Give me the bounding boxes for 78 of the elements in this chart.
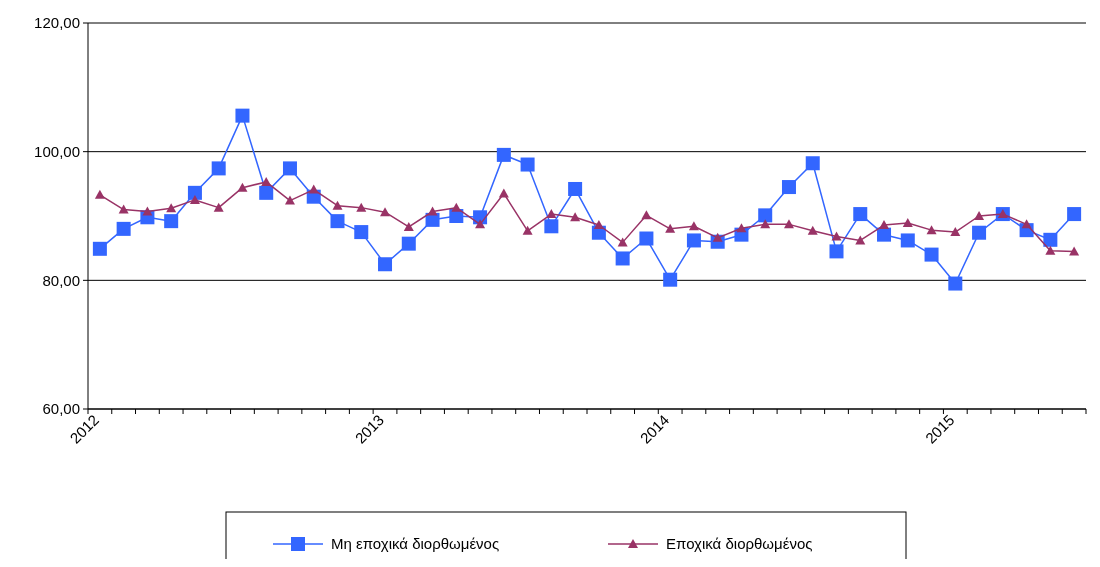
point bbox=[760, 219, 771, 229]
point bbox=[639, 231, 654, 246]
point bbox=[900, 233, 915, 248]
point bbox=[213, 202, 224, 212]
point bbox=[520, 157, 535, 172]
point bbox=[1069, 246, 1080, 256]
point bbox=[142, 206, 153, 216]
point bbox=[663, 272, 678, 287]
point bbox=[593, 220, 604, 230]
point bbox=[92, 241, 107, 256]
point bbox=[877, 227, 892, 242]
point bbox=[807, 225, 818, 235]
point bbox=[354, 225, 369, 240]
point bbox=[259, 185, 274, 200]
point bbox=[164, 214, 179, 229]
point bbox=[332, 200, 343, 210]
point bbox=[284, 195, 295, 205]
point bbox=[451, 202, 462, 212]
point bbox=[641, 210, 652, 220]
point bbox=[783, 219, 794, 229]
point bbox=[688, 221, 699, 231]
point bbox=[972, 225, 987, 240]
point bbox=[522, 225, 533, 235]
point bbox=[781, 180, 796, 195]
point bbox=[237, 182, 248, 192]
point bbox=[261, 176, 272, 186]
point bbox=[356, 202, 367, 212]
point bbox=[378, 257, 393, 272]
legend-label: Μη εποχικά διορθωμένος bbox=[331, 535, 500, 553]
point bbox=[950, 227, 961, 237]
point bbox=[308, 184, 319, 194]
point bbox=[855, 235, 866, 245]
point bbox=[758, 208, 773, 223]
point bbox=[1021, 219, 1032, 229]
point bbox=[665, 223, 676, 233]
point bbox=[924, 247, 939, 262]
y-tick-label: 100,00 bbox=[34, 142, 80, 160]
point bbox=[498, 188, 509, 198]
point bbox=[116, 221, 131, 236]
point bbox=[211, 161, 226, 176]
point bbox=[282, 161, 297, 176]
point bbox=[118, 204, 129, 214]
point bbox=[401, 236, 416, 251]
point bbox=[617, 237, 628, 247]
point bbox=[902, 218, 913, 228]
point bbox=[570, 212, 581, 222]
point bbox=[831, 231, 842, 241]
point bbox=[736, 223, 747, 233]
point bbox=[686, 233, 701, 248]
point bbox=[615, 251, 630, 266]
point bbox=[948, 276, 963, 291]
point bbox=[166, 203, 177, 213]
y-tick-label: 80,00 bbox=[42, 271, 80, 289]
point bbox=[496, 147, 511, 162]
point bbox=[712, 232, 723, 242]
point bbox=[94, 189, 105, 199]
point bbox=[1043, 232, 1058, 247]
point bbox=[926, 225, 937, 235]
point bbox=[544, 219, 559, 234]
y-tick-label: 120,00 bbox=[34, 14, 80, 32]
point bbox=[879, 220, 890, 230]
y-tick-label: 60,00 bbox=[42, 400, 80, 418]
point bbox=[189, 194, 200, 204]
point bbox=[546, 209, 557, 219]
point bbox=[805, 156, 820, 171]
point bbox=[829, 244, 844, 259]
point bbox=[1045, 245, 1056, 255]
point bbox=[403, 221, 414, 231]
point bbox=[380, 207, 391, 217]
point bbox=[187, 185, 202, 200]
point bbox=[853, 207, 868, 222]
point bbox=[330, 214, 345, 229]
legend-label: Εποχικά διορθωμένος bbox=[666, 535, 813, 553]
point bbox=[235, 108, 250, 123]
point bbox=[974, 211, 985, 220]
point bbox=[568, 181, 583, 196]
point bbox=[1067, 207, 1082, 222]
point bbox=[475, 219, 486, 229]
